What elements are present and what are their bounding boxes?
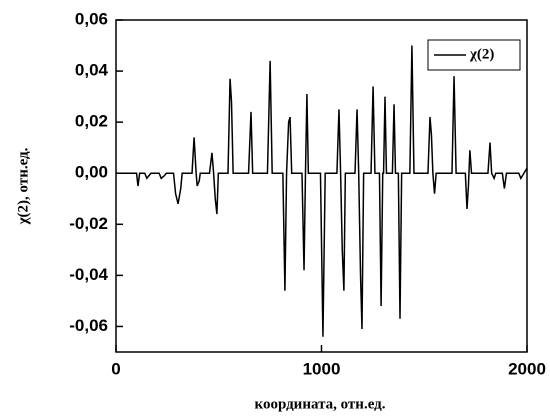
y-tick-label: 0,04 xyxy=(75,61,109,80)
y-tick-label: 0,00 xyxy=(75,163,108,182)
x-tick-label: 2000 xyxy=(508,359,546,378)
y-axis-label: χ(2), отн.ед. xyxy=(15,147,31,225)
x-tick-label: 0 xyxy=(111,359,120,378)
y-tick-label: 0,06 xyxy=(75,9,108,28)
y-tick-label: -0,06 xyxy=(69,316,108,335)
y-tick-label: 0,02 xyxy=(75,112,108,131)
x-tick-label: 1000 xyxy=(303,359,341,378)
y-tick-label: -0,02 xyxy=(69,214,108,233)
line xyxy=(116,45,528,337)
legend-label: χ(2) xyxy=(469,46,494,62)
y-tick-label: -0,04 xyxy=(69,265,108,284)
plot-frame xyxy=(115,19,528,353)
x-axis-label: координата, отн.ед. xyxy=(255,396,386,412)
